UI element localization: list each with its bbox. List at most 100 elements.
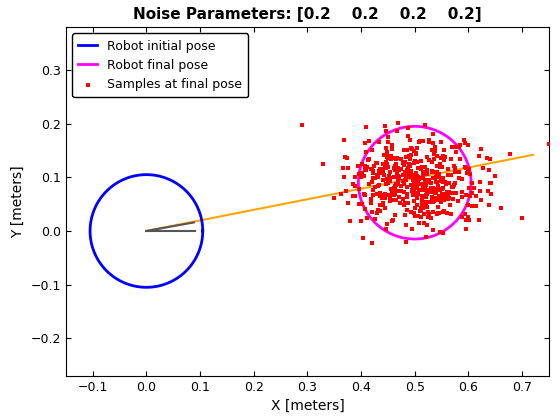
Samples at final pose (365, 138, 374, 144)
Samples at final pose (429, 198, 438, 205)
Samples at final pose (463, 169, 472, 176)
Samples at final pose (391, 166, 400, 173)
Samples at final pose (392, 180, 401, 187)
Robot initial pose (176, 274, 183, 279)
Legend: Robot initial pose, Robot final pose, Samples at final pose: Robot initial pose, Robot final pose, Sa… (72, 33, 249, 97)
Samples at final pose (432, 186, 441, 192)
Samples at final pose (400, 162, 409, 169)
Samples at final pose (385, 175, 394, 181)
Samples at final pose (433, 210, 442, 216)
Samples at final pose (418, 173, 427, 180)
Samples at final pose (419, 201, 428, 208)
Samples at final pose (427, 180, 436, 186)
Samples at final pose (394, 176, 403, 182)
Samples at final pose (464, 217, 473, 223)
Samples at final pose (438, 178, 447, 185)
Samples at final pose (416, 207, 425, 214)
Samples at final pose (418, 187, 427, 194)
Samples at final pose (440, 208, 449, 215)
Samples at final pose (409, 198, 418, 205)
Samples at final pose (405, 163, 414, 169)
Samples at final pose (367, 208, 376, 215)
Samples at final pose (430, 175, 439, 181)
Samples at final pose (458, 194, 467, 201)
Samples at final pose (357, 174, 366, 181)
Samples at final pose (392, 128, 401, 135)
Samples at final pose (372, 160, 381, 166)
Samples at final pose (381, 122, 390, 129)
Samples at final pose (393, 171, 402, 177)
Samples at final pose (386, 175, 395, 182)
Samples at final pose (410, 158, 419, 164)
Robot initial pose (96, 260, 103, 265)
Y-axis label: Y [meters]: Y [meters] (11, 165, 25, 238)
Samples at final pose (403, 207, 412, 214)
Samples at final pose (433, 211, 442, 218)
Samples at final pose (412, 170, 421, 177)
Samples at final pose (373, 210, 382, 217)
Samples at final pose (438, 197, 447, 204)
Samples at final pose (385, 178, 394, 185)
Samples at final pose (432, 178, 441, 185)
Samples at final pose (403, 200, 412, 206)
Samples at final pose (448, 184, 457, 190)
Samples at final pose (435, 193, 444, 200)
Samples at final pose (444, 195, 453, 202)
Samples at final pose (393, 180, 402, 187)
Samples at final pose (422, 177, 431, 184)
Samples at final pose (417, 213, 426, 220)
Samples at final pose (382, 175, 391, 182)
Samples at final pose (409, 181, 418, 187)
Samples at final pose (419, 185, 428, 192)
Samples at final pose (451, 148, 460, 155)
Samples at final pose (414, 165, 423, 171)
Samples at final pose (364, 155, 373, 162)
Samples at final pose (378, 202, 387, 209)
Samples at final pose (421, 201, 430, 208)
Samples at final pose (429, 186, 438, 192)
Samples at final pose (422, 171, 431, 178)
Samples at final pose (377, 170, 386, 176)
Samples at final pose (444, 166, 452, 173)
Samples at final pose (433, 152, 442, 159)
Samples at final pose (389, 185, 398, 192)
Samples at final pose (377, 165, 386, 172)
Samples at final pose (375, 181, 384, 188)
Samples at final pose (462, 226, 471, 232)
Samples at final pose (406, 152, 415, 159)
Samples at final pose (472, 202, 480, 209)
Samples at final pose (385, 197, 394, 204)
Samples at final pose (368, 178, 377, 185)
Samples at final pose (410, 181, 419, 187)
Samples at final pose (545, 141, 554, 148)
Samples at final pose (418, 201, 427, 208)
Samples at final pose (437, 155, 446, 161)
Line: Robot final pose: Robot final pose (358, 126, 471, 239)
Samples at final pose (389, 165, 398, 172)
Samples at final pose (392, 181, 401, 188)
Samples at final pose (357, 160, 366, 167)
Samples at final pose (395, 200, 404, 207)
Samples at final pose (377, 195, 386, 202)
Samples at final pose (399, 196, 408, 202)
Samples at final pose (400, 147, 409, 154)
Samples at final pose (383, 134, 392, 141)
Samples at final pose (410, 205, 419, 211)
Samples at final pose (380, 195, 389, 202)
Samples at final pose (394, 165, 403, 171)
Samples at final pose (361, 205, 370, 212)
Samples at final pose (476, 197, 485, 203)
Samples at final pose (439, 185, 448, 192)
Samples at final pose (442, 180, 451, 187)
Samples at final pose (368, 168, 377, 174)
Samples at final pose (413, 145, 422, 152)
Samples at final pose (367, 165, 376, 172)
Samples at final pose (407, 172, 416, 178)
Robot initial pose (101, 266, 108, 271)
Samples at final pose (345, 218, 354, 225)
Samples at final pose (351, 174, 360, 181)
Samples at final pose (468, 189, 477, 196)
Samples at final pose (448, 195, 457, 202)
Samples at final pose (428, 131, 437, 137)
Samples at final pose (390, 154, 399, 161)
